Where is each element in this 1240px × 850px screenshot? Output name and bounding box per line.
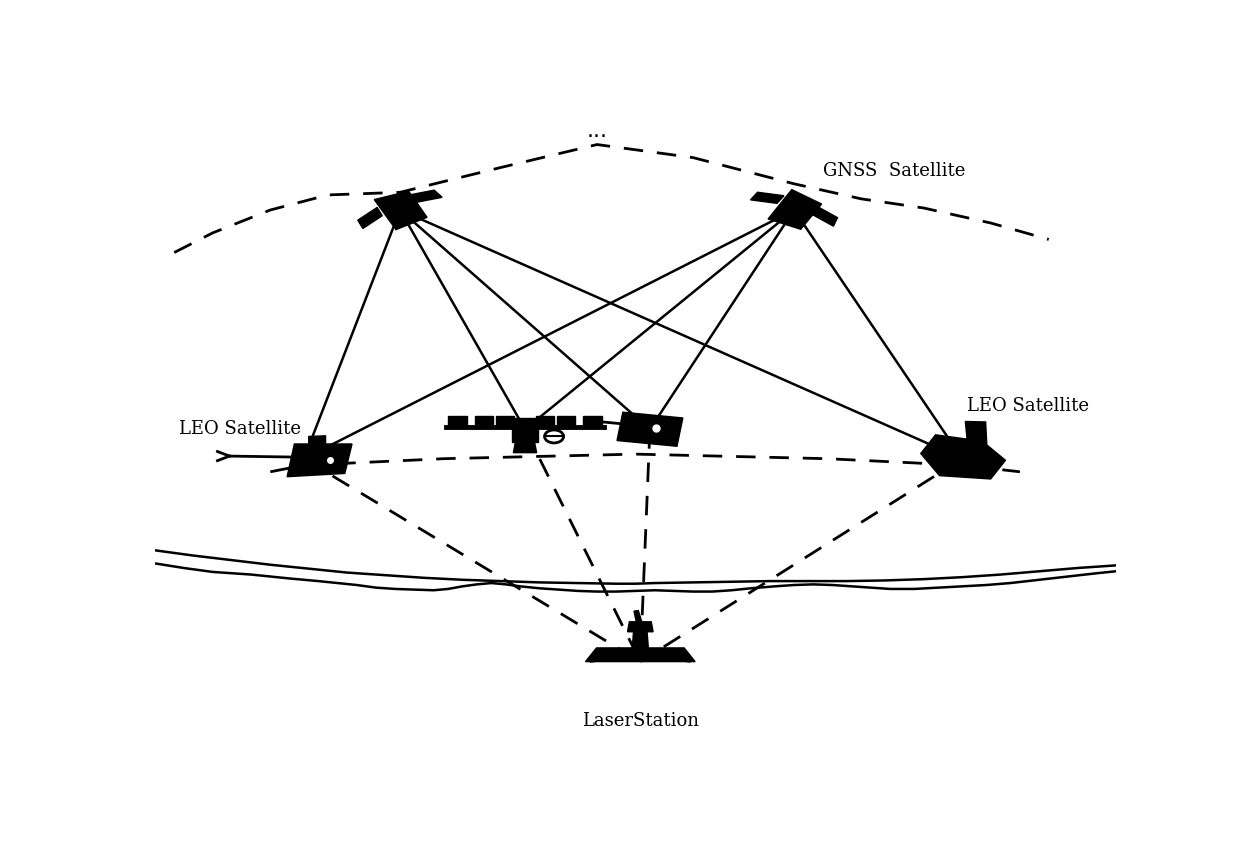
Polygon shape	[513, 442, 537, 453]
Polygon shape	[496, 416, 515, 427]
Polygon shape	[768, 190, 822, 230]
Polygon shape	[536, 416, 554, 427]
Text: LaserStation: LaserStation	[582, 711, 699, 729]
Text: ...: ...	[587, 122, 608, 141]
Polygon shape	[632, 629, 649, 648]
Polygon shape	[750, 192, 784, 203]
Polygon shape	[309, 436, 326, 444]
Polygon shape	[618, 412, 683, 446]
Polygon shape	[966, 422, 987, 445]
Polygon shape	[475, 416, 494, 427]
Polygon shape	[408, 190, 443, 202]
Polygon shape	[921, 435, 1006, 479]
Text: LEO Satellite: LEO Satellite	[179, 420, 301, 439]
Polygon shape	[512, 418, 538, 442]
Polygon shape	[585, 648, 696, 661]
Polygon shape	[557, 416, 575, 427]
Polygon shape	[358, 207, 382, 229]
Polygon shape	[374, 191, 427, 230]
Polygon shape	[812, 206, 837, 226]
Polygon shape	[449, 416, 466, 427]
Polygon shape	[583, 416, 601, 427]
Polygon shape	[634, 610, 644, 627]
Text: LEO Satellite: LEO Satellite	[967, 397, 1089, 416]
Polygon shape	[627, 622, 653, 632]
Text: GNSS  Satellite: GNSS Satellite	[823, 162, 965, 179]
Polygon shape	[288, 444, 352, 477]
